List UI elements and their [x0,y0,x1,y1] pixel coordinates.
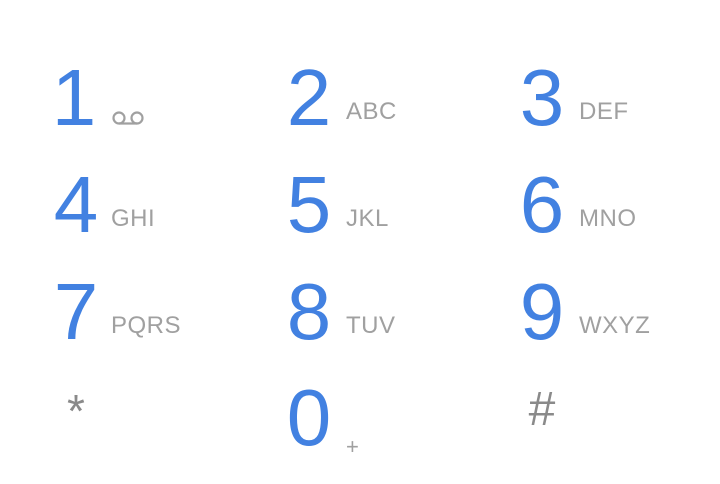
dial-letters: WXYZ [579,312,651,339]
dial-letters: PQRS [111,312,182,339]
dial-plus-label: + [346,434,359,459]
dial-digit: 6 [519,160,565,249]
dial-digit: 2 [286,53,332,142]
dial-digit: 1 [51,53,97,142]
dial-key-7[interactable]: 7 PQRS [42,272,274,378]
dial-digit: 0 [286,373,332,462]
dial-letters: DEF [579,98,629,125]
dial-digit: 3 [519,53,565,142]
dial-letters: TUV [346,312,396,339]
dial-key-9[interactable]: 9 WXYZ [508,272,720,378]
dial-key-2[interactable]: 2 ABC [275,58,507,164]
dial-key-star[interactable]: * [42,378,274,484]
dial-key-0[interactable]: 0 + [275,378,507,484]
dial-key-5[interactable]: 5 JKL [275,165,507,271]
voicemail-icon [112,111,144,125]
dial-hash-symbol: # [528,383,556,436]
dial-key-3[interactable]: 3 DEF [508,58,720,164]
dial-letters: ABC [346,98,397,125]
dial-star-symbol: * [67,385,85,437]
dial-key-1[interactable]: 1 [40,58,272,164]
dial-digit: 5 [286,160,332,249]
dial-letters: MNO [579,205,637,232]
dial-key-6[interactable]: 6 MNO [508,165,720,271]
dial-digit: 4 [53,160,99,249]
dial-key-4[interactable]: 4 GHI [42,165,274,271]
dial-digit: 7 [53,267,99,356]
dial-key-8[interactable]: 8 TUV [275,272,507,378]
dial-letters: JKL [346,205,389,232]
dial-digit: 9 [519,267,565,356]
dial-letters: GHI [111,205,156,232]
dial-digit: 8 [286,267,332,356]
dial-key-hash[interactable]: # [508,378,720,484]
